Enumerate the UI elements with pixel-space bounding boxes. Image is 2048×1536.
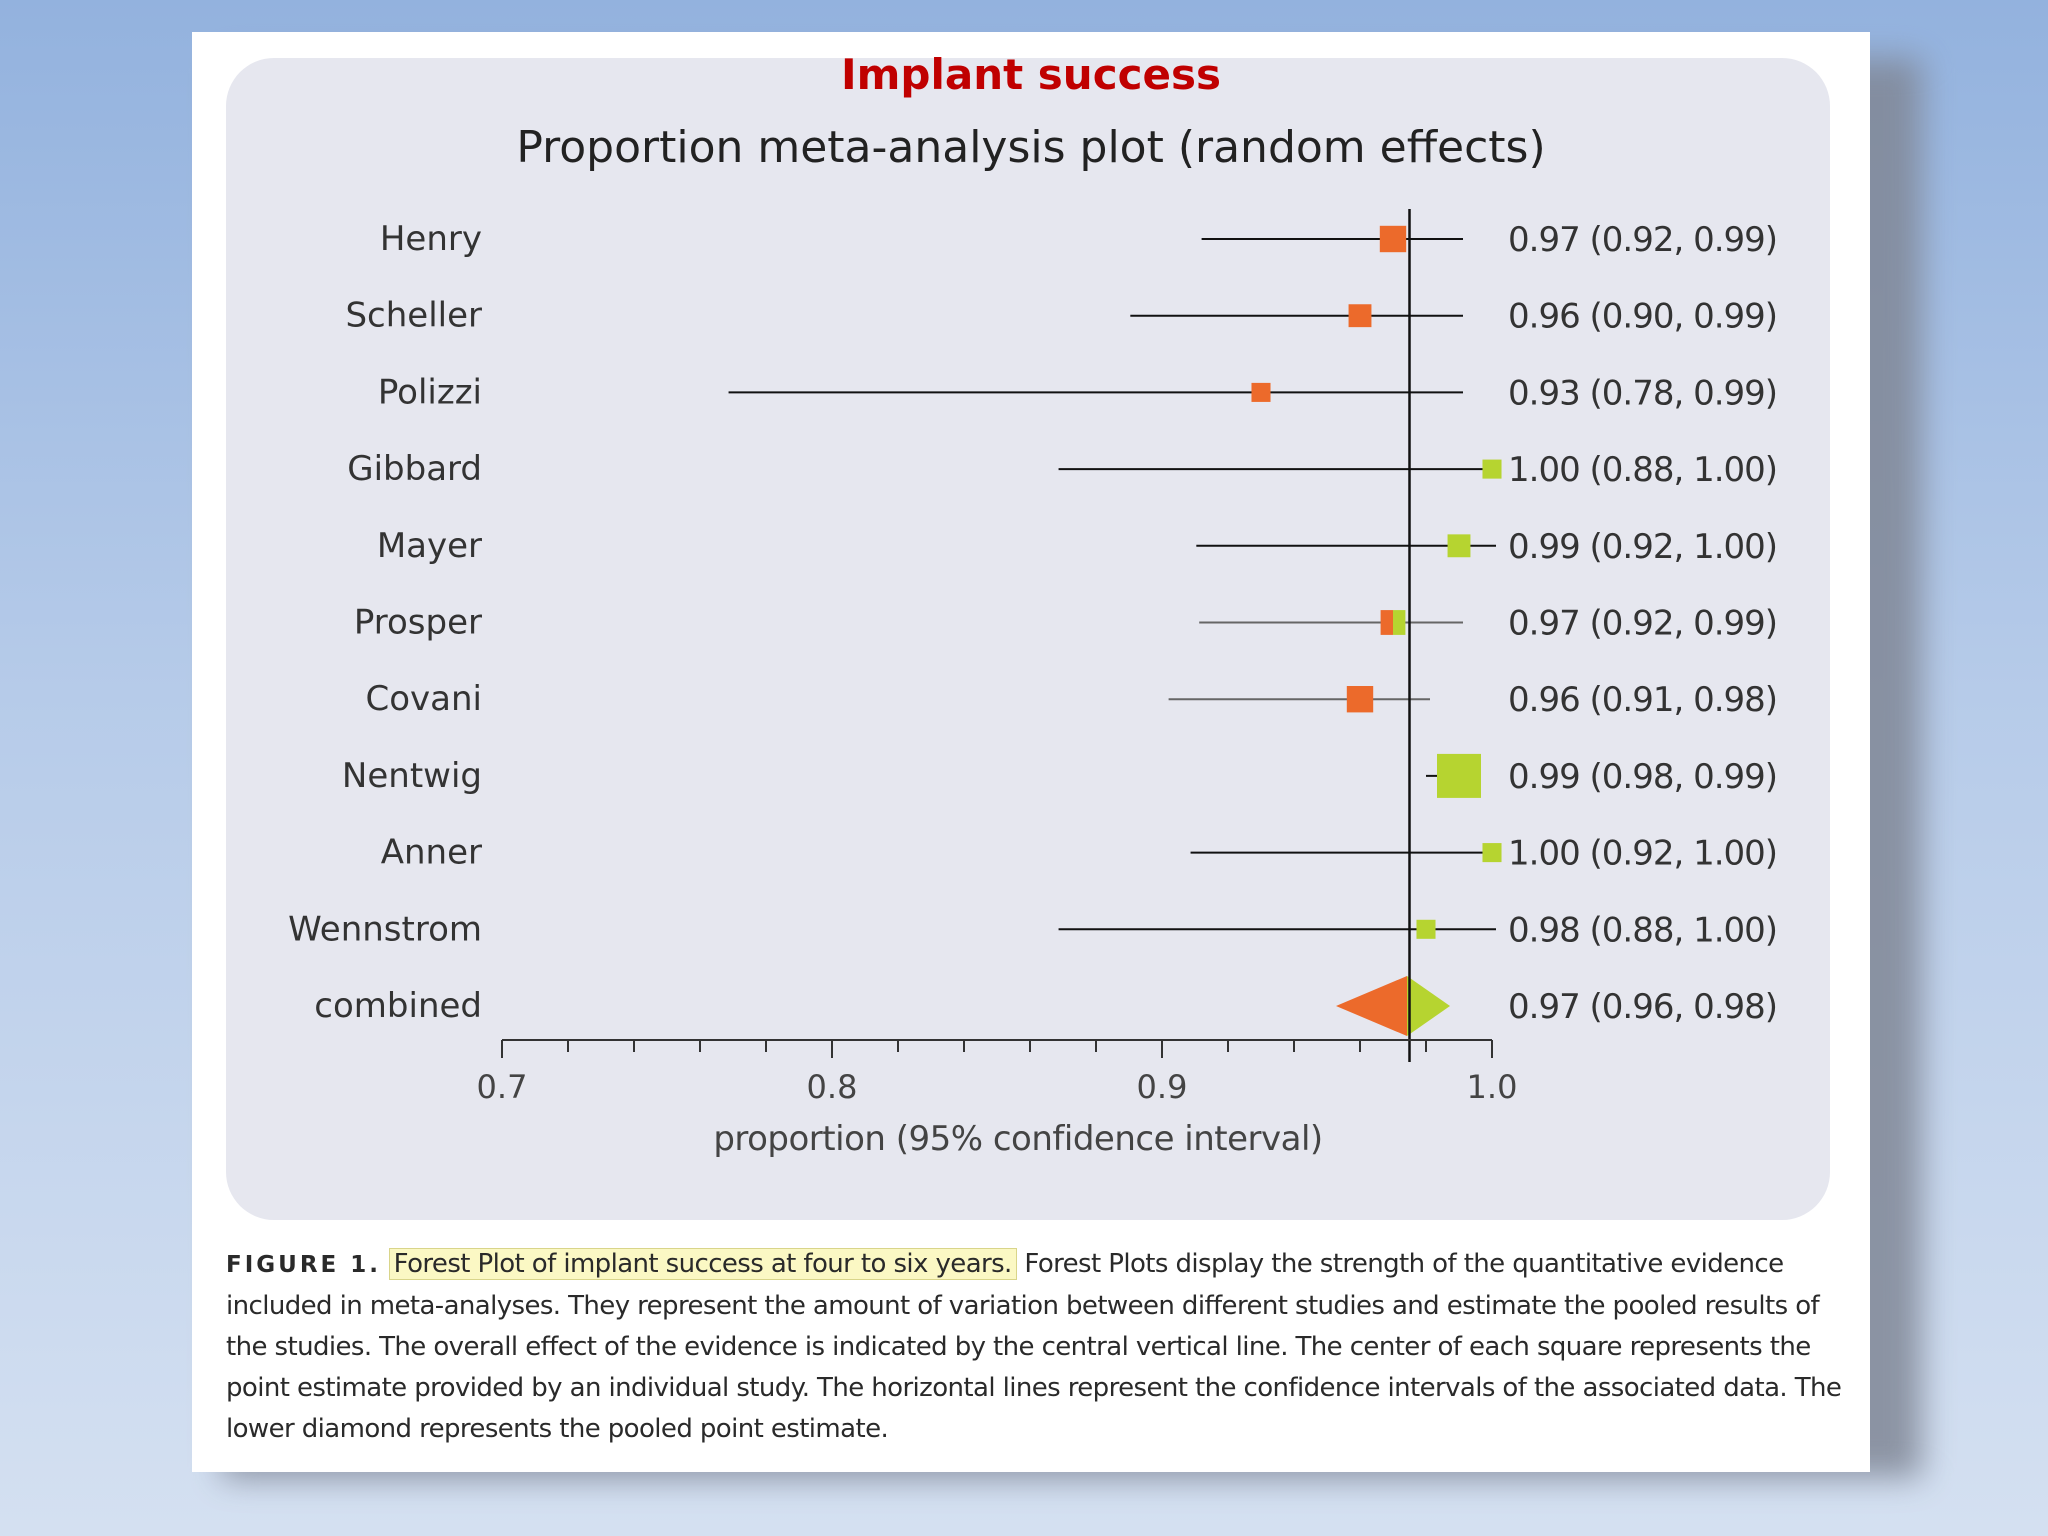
point-estimate-square: [1251, 382, 1271, 402]
point-estimate-square: [1437, 753, 1481, 798]
study-name-label: Gibbard: [347, 449, 482, 489]
study-name-label: Covani: [366, 679, 483, 719]
point-estimate-square: [1482, 843, 1502, 863]
study-name-label: Nentwig: [342, 756, 482, 796]
study-name-label: combined: [314, 986, 482, 1026]
study-name-label: Polizzi: [378, 372, 482, 412]
x-tick-label: 0.8: [807, 1068, 858, 1106]
chart-title: Proportion meta-analysis plot (random ef…: [516, 122, 1545, 173]
x-tick-label: 0.9: [1137, 1068, 1188, 1106]
slide-title: Implant success: [841, 50, 1221, 99]
estimate-ci-label: 0.96 (0.90, 0.99): [1508, 297, 1777, 337]
caption-highlight: Forest Plot of implant success at four t…: [388, 1248, 1017, 1280]
point-estimate-square: [1447, 534, 1471, 558]
figure-label: FIGURE 1.: [226, 1252, 381, 1278]
study-name-label: Mayer: [377, 526, 482, 566]
estimate-ci-label: 1.00 (0.92, 1.00): [1508, 834, 1777, 874]
point-estimate-square: [1379, 225, 1407, 253]
study-name-label: Scheller: [345, 296, 482, 336]
estimate-ci-label: 0.96 (0.91, 0.98): [1508, 680, 1777, 720]
estimate-ci-label: 0.93 (0.78, 0.99): [1508, 373, 1777, 413]
x-axis-label: proportion (95% confidence interval): [713, 1119, 1322, 1159]
study-name-label: Henry: [380, 219, 482, 259]
slide-card: Implant success Proportion meta-analysis…: [192, 32, 1870, 1472]
combined-diamond-left: [1336, 976, 1407, 1036]
estimate-ci-label: 0.97 (0.92, 0.99): [1508, 220, 1777, 260]
point-estimate-square: [1393, 610, 1406, 635]
estimate-ci-label: 0.97 (0.96, 0.98): [1508, 987, 1777, 1027]
point-estimate-square: [1416, 919, 1436, 939]
estimate-ci-label: 0.99 (0.98, 0.99): [1508, 757, 1777, 797]
estimate-ci-label: 0.97 (0.92, 0.99): [1508, 604, 1777, 644]
estimate-ci-label: 1.00 (0.88, 1.00): [1508, 450, 1777, 490]
study-name-label: Wennstrom: [288, 909, 482, 949]
estimate-ci-label: 0.99 (0.92, 1.00): [1508, 527, 1777, 567]
x-tick-label: 1.0: [1467, 1068, 1518, 1106]
forest-plot: Proportion meta-analysis plot (random ef…: [288, 122, 1778, 1159]
study-name-label: Anner: [381, 833, 482, 873]
plot-panel: [226, 58, 1830, 1220]
point-estimate-square: [1346, 686, 1374, 713]
combined-diamond-right: [1407, 976, 1450, 1036]
estimate-ci-label: 0.98 (0.88, 1.00): [1508, 910, 1777, 950]
x-tick-label: 0.7: [477, 1068, 528, 1106]
caption-text: Forest Plots display the strength of the…: [226, 1249, 1842, 1444]
point-estimate-square: [1380, 610, 1393, 635]
study-name-label: Prosper: [354, 603, 482, 643]
figure-caption: FIGURE 1. Forest Plot of implant success…: [226, 1244, 1856, 1450]
point-estimate-square: [1482, 459, 1502, 479]
point-estimate-square: [1348, 304, 1372, 328]
